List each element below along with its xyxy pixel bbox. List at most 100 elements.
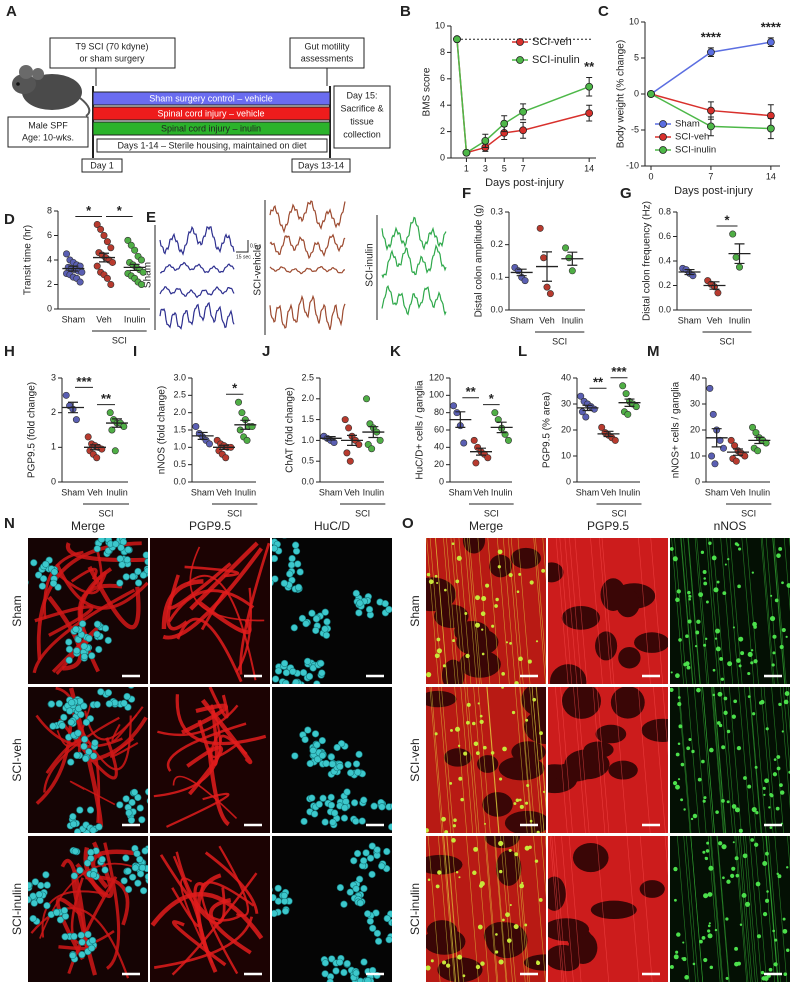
cell (73, 751, 81, 760)
panel-letter: K (390, 343, 401, 360)
dot (670, 671, 673, 674)
group-label: SCI (227, 508, 242, 518)
data-point (481, 136, 490, 145)
trace (269, 200, 346, 234)
streak (522, 687, 536, 833)
fiber (54, 548, 103, 595)
streak (443, 836, 456, 982)
cell (298, 614, 307, 623)
streak (598, 538, 612, 684)
dot (436, 581, 439, 585)
cell (139, 887, 148, 895)
streak (716, 836, 730, 982)
dot (738, 664, 742, 668)
streak (754, 836, 767, 982)
data-point (727, 436, 735, 444)
dot (750, 838, 755, 842)
dot (705, 849, 710, 853)
micrograph (548, 687, 668, 833)
dot (485, 583, 490, 588)
dot (747, 695, 751, 698)
streak (738, 836, 751, 982)
trace (381, 244, 447, 279)
dot (490, 751, 495, 755)
panel-letter: D (4, 211, 15, 228)
x-tick-label: 14 (766, 171, 776, 181)
group-text: Sham surgery control – vehicle (149, 93, 273, 103)
cell (144, 558, 148, 566)
cell (76, 866, 84, 874)
micrograph (426, 538, 546, 684)
data-point (766, 124, 775, 133)
cell (368, 842, 376, 850)
data-point (137, 280, 145, 288)
streak (559, 538, 573, 684)
dot (705, 600, 709, 604)
y-tick-label: 0.3 (490, 206, 503, 216)
dot (670, 687, 674, 692)
cell (67, 718, 75, 726)
dot (725, 976, 729, 980)
streak (745, 836, 758, 982)
y-tick-label: 6 (440, 73, 445, 83)
cell (35, 890, 43, 899)
cell (308, 794, 316, 802)
x-tick-label: Inulin (235, 487, 257, 497)
y-tick-label: 6 (47, 230, 52, 240)
y-tick-label: 0.4 (658, 255, 671, 265)
fiber (67, 876, 118, 975)
dot (518, 798, 522, 802)
cell (73, 647, 81, 655)
streak (560, 687, 573, 833)
hole (510, 547, 541, 569)
cell (120, 699, 128, 707)
legend-label: SCI-inulin (675, 145, 716, 156)
endpoint-box (333, 85, 391, 149)
group-bar (92, 106, 331, 121)
cell (332, 967, 340, 975)
dot (719, 656, 724, 661)
streak (782, 687, 790, 774)
streak (738, 687, 751, 833)
hole (561, 687, 601, 719)
streak (467, 538, 480, 684)
dot (703, 581, 708, 586)
dot (731, 866, 736, 871)
streak (564, 538, 578, 684)
column-header: PGP9.5 (587, 519, 629, 533)
dot (750, 649, 754, 652)
dot (675, 597, 680, 602)
dot (726, 800, 730, 804)
cell (69, 951, 77, 960)
cell (314, 755, 322, 763)
dot (483, 822, 486, 825)
dot (707, 929, 711, 933)
cell (319, 794, 327, 802)
y-tick-label: 0.6 (658, 231, 671, 241)
dot (473, 846, 479, 852)
streak (446, 538, 459, 684)
error-bar (516, 268, 527, 277)
y-tick-label: 1.0 (173, 442, 186, 452)
streak (592, 687, 606, 833)
streak (749, 687, 762, 833)
error-bar (733, 448, 743, 456)
data-point (568, 267, 576, 275)
dot (718, 723, 723, 728)
data-point (766, 38, 775, 47)
streak (442, 836, 455, 982)
cell (395, 800, 402, 807)
dot (526, 783, 530, 787)
cell (272, 544, 278, 552)
dot (786, 583, 790, 588)
dot (434, 732, 438, 736)
dot (491, 624, 495, 628)
image-bg (670, 687, 790, 833)
cell (336, 884, 344, 892)
error-bar (734, 243, 745, 265)
data-point (707, 106, 715, 115)
dot (502, 918, 505, 922)
error-bar (496, 421, 507, 434)
dot (720, 677, 725, 681)
cell (130, 788, 139, 796)
